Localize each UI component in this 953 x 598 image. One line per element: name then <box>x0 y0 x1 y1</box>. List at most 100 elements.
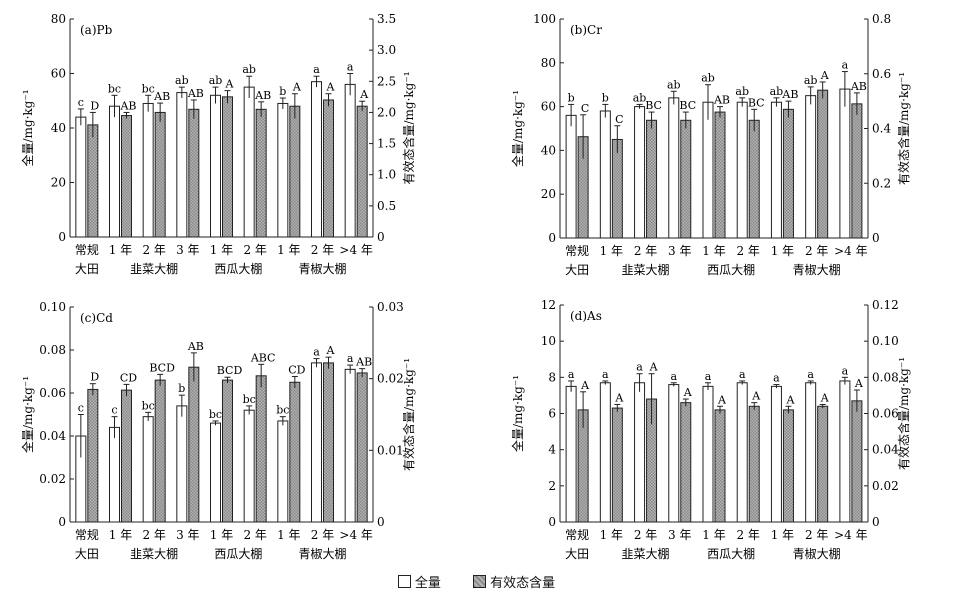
category-label: >4 年 <box>834 244 868 258</box>
sig-label-available: A <box>359 88 369 101</box>
bar-total <box>277 102 289 238</box>
sig-label-total: ab <box>735 85 749 98</box>
sig-label-available: A <box>614 391 624 404</box>
bar-total <box>344 83 356 238</box>
left-tick-label: 40 <box>541 143 556 157</box>
sig-label-total: bc <box>276 404 289 417</box>
sig-label-total: bc <box>209 408 222 421</box>
sig-label-available: ABC <box>250 351 276 364</box>
bar-available <box>289 105 301 238</box>
y-axis-label-left: 全量/mg·kg⁻¹ <box>20 89 35 166</box>
left-tick-label: 0 <box>58 230 66 244</box>
right-tick-label: 1.0 <box>377 168 396 182</box>
sig-label-available: D <box>90 99 99 112</box>
sig-label-available: A <box>326 81 336 94</box>
sig-label-available: AB <box>153 90 170 103</box>
bar-total <box>210 94 221 238</box>
bar-available <box>222 96 233 238</box>
sig-label-total: a <box>773 372 780 385</box>
category-label: 2 年 <box>736 528 759 542</box>
bar-available <box>680 119 692 239</box>
bar-available <box>851 103 863 239</box>
left-tick-label: 0.08 <box>39 343 66 357</box>
category-label: 1 年 <box>600 244 623 258</box>
category-label: 2 年 <box>142 528 165 542</box>
group-label: 韭菜大棚 <box>622 262 670 277</box>
right-tick-label: 0 <box>872 515 880 529</box>
category-label: 常规 <box>75 527 99 542</box>
sig-label-total: a <box>842 59 849 72</box>
bar-available <box>714 111 726 239</box>
category-label: 2 年 <box>142 243 165 257</box>
category-label: 常规 <box>565 243 589 258</box>
legend-label-available: 有效态含量 <box>490 576 556 591</box>
category-label: 1 年 <box>109 528 132 542</box>
sig-label-available: A <box>751 390 761 403</box>
bar-available <box>289 381 301 523</box>
right-tick-label: 0.6 <box>872 67 891 81</box>
bar-available <box>154 379 166 523</box>
category-label: 2 年 <box>805 528 828 542</box>
right-tick-label: 2.0 <box>377 105 396 119</box>
category-label: 1 年 <box>277 243 300 257</box>
right-tick-label: 0.04 <box>872 443 899 457</box>
category-label: 2 年 <box>311 243 334 257</box>
sig-label-available: A <box>292 81 302 94</box>
bar-available <box>714 409 726 523</box>
category-label: 1 年 <box>771 244 794 258</box>
sig-label-available: A <box>785 393 795 406</box>
sig-label-available: AB <box>850 80 867 93</box>
right-tick-label: 0.8 <box>872 12 891 26</box>
right-tick-label: 0.01 <box>377 443 404 457</box>
sig-label-total: a <box>313 63 320 76</box>
bar-available <box>87 124 99 238</box>
sig-label-total: ab <box>175 74 189 87</box>
left-tick-label: 10 <box>541 334 556 348</box>
category-label: 1 年 <box>210 528 233 542</box>
bar-total <box>344 368 356 523</box>
panel-4: 0 2 4 6 8 10 12 0 0.02 0.04 0.06 0.08 0.10 0.12 (d)As 全… <box>510 298 911 561</box>
bar-available <box>154 111 166 238</box>
bar-available <box>611 138 623 239</box>
left-tick-label: 0 <box>548 515 556 529</box>
sig-label-available: BC <box>645 99 662 112</box>
bar-total <box>599 110 611 239</box>
sig-label-total: b <box>279 85 286 98</box>
sig-label-total: ab <box>770 85 784 98</box>
bar-total <box>311 362 322 523</box>
group-label: 西瓜大棚 <box>707 262 755 277</box>
group-label: 韭菜大棚 <box>130 261 178 276</box>
left-tick-label: 12 <box>541 298 556 312</box>
left-tick-label: 60 <box>51 67 66 81</box>
right-tick-label: 0.10 <box>872 334 899 348</box>
bar-available <box>121 115 132 238</box>
bar-total <box>736 101 748 239</box>
sig-label-available: AB <box>119 99 136 112</box>
sig-label-total: a <box>347 352 354 365</box>
category-label: 3 年 <box>176 243 199 257</box>
category-label: 3 年 <box>668 528 691 542</box>
bar-total <box>839 380 851 523</box>
sig-label-total: ab <box>804 74 818 87</box>
sig-label-available: AB <box>187 87 204 100</box>
y-axis-label-right: 有效态含量/mg·kg⁻¹ <box>896 357 911 470</box>
right-tick-label: 2.5 <box>377 74 396 88</box>
bar-available <box>782 108 794 239</box>
bar-total <box>805 382 817 523</box>
group-label: 大田 <box>565 547 589 561</box>
category-label: 1 年 <box>109 243 132 257</box>
category-label: 常规 <box>565 527 589 542</box>
bar-total <box>109 105 120 238</box>
left-tick-label: 20 <box>541 187 556 201</box>
sig-label-total: a <box>602 368 609 381</box>
left-tick-label: 0.04 <box>39 429 66 443</box>
sig-label-available: BCD <box>217 364 243 377</box>
sig-label-available: CD <box>120 371 137 384</box>
sig-label-total: a <box>807 368 814 381</box>
right-tick-label: 0 <box>872 231 880 245</box>
category-label: 1 年 <box>771 528 794 542</box>
right-tick-label: 0.06 <box>872 407 899 421</box>
category-label: 2 年 <box>634 244 657 258</box>
bar-total <box>702 101 714 239</box>
right-tick-label: 3.5 <box>377 12 396 26</box>
